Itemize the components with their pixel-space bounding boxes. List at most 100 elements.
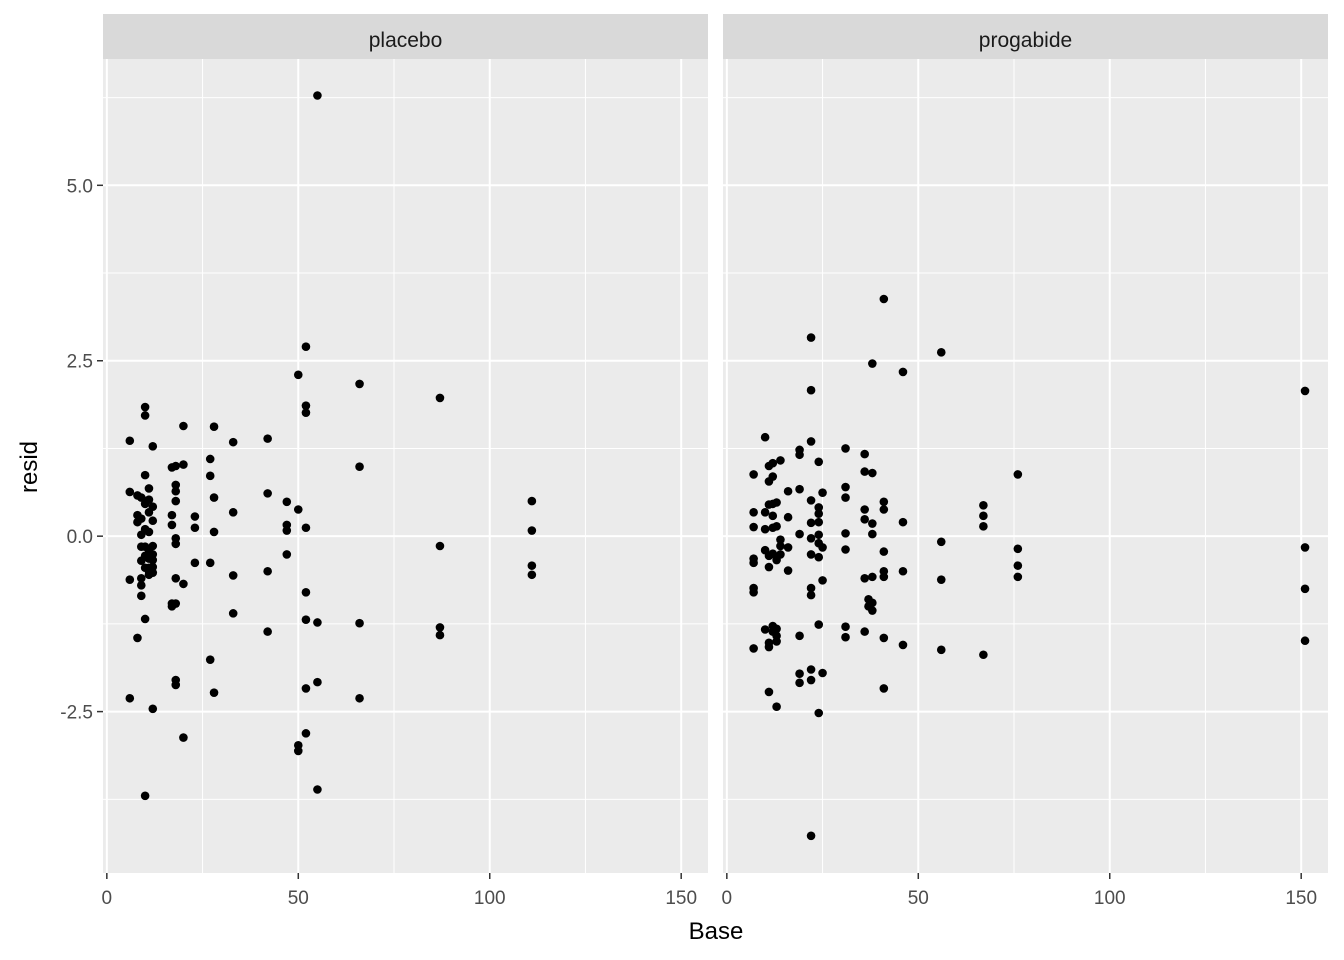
data-point — [783, 566, 793, 575]
data-point — [898, 367, 908, 377]
data-point — [868, 529, 877, 539]
data-point — [148, 516, 158, 526]
data-point — [527, 570, 537, 580]
data-point — [171, 461, 181, 471]
data-point — [190, 558, 200, 568]
data-point — [301, 588, 311, 597]
data-point — [313, 618, 322, 627]
data-point — [148, 502, 158, 512]
data-point — [776, 456, 785, 465]
data-point — [772, 624, 781, 634]
data-point — [435, 393, 445, 403]
data-point — [140, 791, 150, 801]
data-point — [776, 541, 785, 551]
data-point — [179, 733, 188, 742]
x-tick-label: 150 — [665, 888, 697, 909]
data-point — [282, 497, 292, 507]
data-point — [190, 512, 200, 521]
data-point — [749, 508, 758, 517]
facet-panel-progabide: progabide 0 50 100 150 — [722, 14, 1328, 909]
x-axis-placebo: 0 50 100 150 — [102, 873, 697, 909]
data-point — [167, 520, 177, 530]
data-point — [228, 571, 238, 580]
data-point — [860, 505, 869, 514]
y-tick-label: 2.5 — [67, 352, 93, 373]
facet-panel-placebo: placebo 0 50 100 150 — [102, 14, 708, 909]
data-point — [806, 675, 816, 685]
data-point — [228, 609, 238, 618]
data-point — [527, 561, 537, 570]
data-point — [263, 566, 272, 576]
data-point — [179, 421, 188, 431]
data-point — [301, 684, 311, 693]
data-point — [1013, 544, 1023, 554]
x-tick-label: 0 — [102, 888, 113, 909]
data-point — [148, 568, 158, 577]
data-point — [818, 668, 827, 678]
data-point — [140, 411, 150, 420]
data-point — [806, 333, 816, 342]
x-axis-title: Base — [689, 918, 744, 945]
data-point — [171, 539, 181, 549]
data-point — [868, 519, 877, 528]
data-point — [148, 704, 158, 714]
data-point — [936, 645, 946, 655]
data-point — [171, 480, 181, 490]
data-point — [783, 486, 793, 496]
data-point — [1013, 470, 1023, 479]
data-point — [148, 442, 158, 451]
data-point — [879, 572, 889, 582]
data-point — [171, 573, 181, 583]
data-point — [818, 488, 827, 497]
data-point — [209, 527, 219, 537]
data-point — [301, 401, 311, 410]
data-point — [814, 509, 824, 519]
data-point — [806, 496, 816, 505]
data-point — [125, 487, 135, 497]
data-point — [860, 467, 869, 476]
data-point — [1300, 386, 1310, 396]
data-point — [860, 573, 869, 583]
data-point — [263, 434, 272, 443]
data-point — [144, 495, 154, 504]
data-point — [1300, 584, 1310, 594]
data-point — [795, 450, 804, 460]
data-point — [806, 831, 816, 841]
data-point — [936, 537, 946, 547]
data-point — [841, 545, 850, 554]
data-point — [301, 342, 311, 352]
data-point — [879, 497, 889, 507]
data-point — [313, 785, 322, 794]
data-point — [148, 555, 158, 565]
data-point — [879, 684, 889, 693]
data-point — [806, 665, 816, 674]
data-point — [879, 294, 889, 304]
data-point — [527, 496, 537, 506]
data-point — [795, 631, 804, 641]
data-point — [772, 702, 781, 711]
data-point — [171, 599, 181, 608]
data-point — [179, 460, 188, 469]
x-axis-progabide: 0 50 100 150 — [722, 873, 1317, 909]
facet-strip-progabide — [723, 14, 1328, 59]
data-point — [527, 526, 537, 535]
data-point — [313, 677, 322, 687]
data-point — [125, 693, 135, 703]
data-point — [806, 533, 816, 543]
data-point — [282, 526, 292, 535]
facet-strip-label: placebo — [369, 29, 443, 52]
data-point — [140, 470, 150, 480]
data-point — [806, 583, 816, 593]
data-point — [301, 615, 311, 624]
data-point — [818, 543, 827, 552]
data-point — [749, 644, 758, 653]
y-tick-label: 0.0 — [67, 527, 93, 548]
y-axis-title: resid — [16, 441, 43, 493]
data-point — [772, 637, 781, 646]
data-point — [144, 484, 154, 493]
data-point — [860, 449, 869, 459]
data-point — [209, 493, 219, 502]
data-point — [868, 572, 877, 582]
data-point — [795, 669, 804, 679]
data-point — [190, 523, 200, 533]
